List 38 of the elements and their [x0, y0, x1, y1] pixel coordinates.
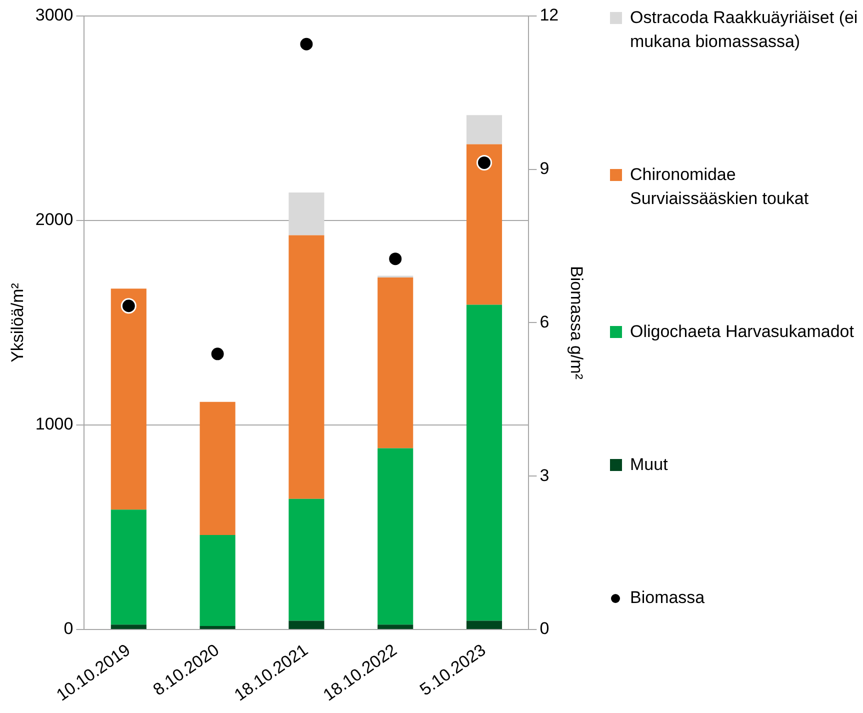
y2-tick-label: 0	[540, 619, 550, 638]
legend-label: Chironomidae Surviaissääskien toukat	[630, 164, 810, 210]
legend-label: Ostracoda Raakkuäyriäiset (ei mukana biomassassa)	[630, 7, 859, 53]
y-tick-label: 1000	[35, 414, 74, 434]
bar	[288, 498, 324, 621]
y-tick-label: 2000	[35, 210, 74, 230]
point	[476, 154, 492, 170]
y2-tick-label: 3	[540, 466, 550, 485]
bar	[288, 192, 324, 236]
bar	[200, 402, 236, 536]
bar	[466, 620, 502, 629]
bar	[466, 144, 502, 305]
point	[388, 251, 404, 267]
legend-label: Biomassa	[630, 587, 705, 609]
y-axis-title: Yksilöä/m²	[8, 282, 27, 362]
y2-tick-label: 9	[540, 159, 550, 178]
bar	[200, 535, 236, 626]
bar	[200, 626, 236, 629]
bar	[110, 288, 146, 510]
bar	[466, 115, 502, 144]
y-tick-label: 3000	[35, 6, 74, 25]
bar	[288, 620, 324, 629]
bar	[288, 235, 324, 499]
legend-label: Oligochaeta Harvasukamadot	[630, 321, 854, 343]
y-tick-label: 0	[64, 619, 74, 638]
point	[120, 298, 136, 314]
bar	[378, 448, 414, 625]
bar	[110, 624, 146, 629]
y2-tick-label: 6	[540, 312, 550, 332]
bar	[466, 304, 502, 621]
y2-tick-label: 12	[540, 6, 559, 25]
bar	[378, 278, 414, 448]
point	[298, 36, 314, 52]
point	[210, 346, 226, 362]
legend-label: Muut	[630, 454, 668, 476]
bar	[110, 510, 146, 625]
bar	[378, 624, 414, 629]
y2-axis-title: Biomassa g/m²	[567, 266, 586, 380]
